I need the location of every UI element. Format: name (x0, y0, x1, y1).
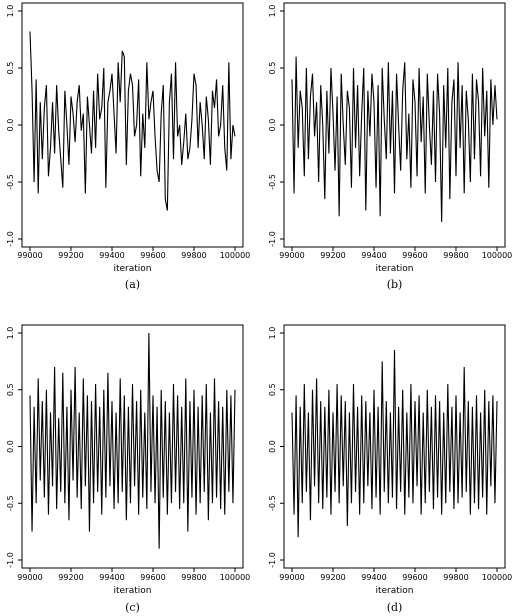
x-tick-label: 99200 (320, 573, 345, 582)
trace-line (291, 350, 498, 538)
y-tick-label: -1.0 (268, 552, 277, 568)
y-tick-label: 0.5 (6, 62, 15, 75)
chart-panel: 99000 99200 99400 99600 99800 100000 -1.0 -0.5 0… (6, 324, 251, 614)
y-tick-label: 0.5 (268, 62, 277, 75)
y-tick-label: -0.5 (268, 174, 277, 190)
trace-line (291, 56, 498, 222)
x-tick-label: 99400 (99, 251, 124, 260)
y-tick-label: 0.5 (6, 383, 15, 396)
y-tick-label: -1.0 (6, 231, 15, 247)
y-tick-label: 0.0 (6, 440, 15, 453)
x-tick-label: 100000 (220, 251, 251, 260)
chart-panel: 99000 99200 99400 99600 99800 100000 -1.0 -0.5 0… (268, 2, 512, 291)
y-tick-label: 1.0 (268, 5, 277, 18)
x-tick-label: 99600 (402, 573, 427, 582)
y-tick-label: 1.0 (6, 327, 15, 340)
y-tick-label: 1.0 (6, 5, 15, 18)
y-tick-label: 0.5 (268, 383, 277, 396)
y-tick-label: 0.0 (268, 440, 277, 453)
chart-panel: 99000 99200 99400 99600 99800 100000 -1.0 -0.5 0… (6, 2, 251, 291)
x-tick-label: 99400 (361, 251, 386, 260)
y-tick-label: -0.5 (268, 495, 277, 511)
chart-panel: 99000 99200 99400 99600 99800 100000 -1.0 -0.5 0… (268, 324, 512, 614)
x-tick-label: 99400 (99, 573, 124, 582)
x-tick-label: 99200 (58, 251, 83, 260)
x-tick-label: 99200 (58, 573, 83, 582)
panel-label: (d) (387, 601, 403, 614)
x-tick-label: 99000 (17, 573, 42, 582)
x-tick-label: 99000 (279, 573, 304, 582)
x-tick-label: 99800 (181, 573, 206, 582)
x-axis-title: iteration (113, 264, 151, 274)
panel-label: (b) (387, 278, 403, 291)
x-tick-label: 99400 (361, 573, 386, 582)
x-tick-label: 99800 (443, 251, 468, 260)
trace-line (29, 31, 236, 211)
x-tick-label: 99600 (402, 251, 427, 260)
y-tick-label: -0.5 (6, 174, 15, 190)
y-tick-label: 0.0 (6, 119, 15, 132)
x-axis-title: iteration (375, 264, 413, 274)
y-tick-label: -0.5 (6, 495, 15, 511)
x-tick-label: 99800 (181, 251, 206, 260)
panel-label: (c) (125, 601, 140, 614)
x-tick-label: 100000 (482, 573, 512, 582)
y-tick-label: 0.0 (268, 119, 277, 132)
x-tick-label: 99200 (320, 251, 345, 260)
x-axis-title: iteration (113, 586, 151, 596)
x-tick-label: 99000 (279, 251, 304, 260)
y-tick-label: -1.0 (6, 552, 15, 568)
trace-line (29, 332, 236, 549)
panel-label: (a) (125, 278, 140, 291)
x-tick-label: 99600 (140, 251, 165, 260)
x-tick-label: 99800 (443, 573, 468, 582)
y-tick-label: -1.0 (268, 231, 277, 247)
x-axis-title: iteration (375, 586, 413, 596)
x-tick-label: 100000 (482, 251, 512, 260)
y-tick-label: 1.0 (268, 327, 277, 340)
x-tick-label: 99600 (140, 573, 165, 582)
x-tick-label: 100000 (220, 573, 251, 582)
x-tick-label: 99000 (17, 251, 42, 260)
